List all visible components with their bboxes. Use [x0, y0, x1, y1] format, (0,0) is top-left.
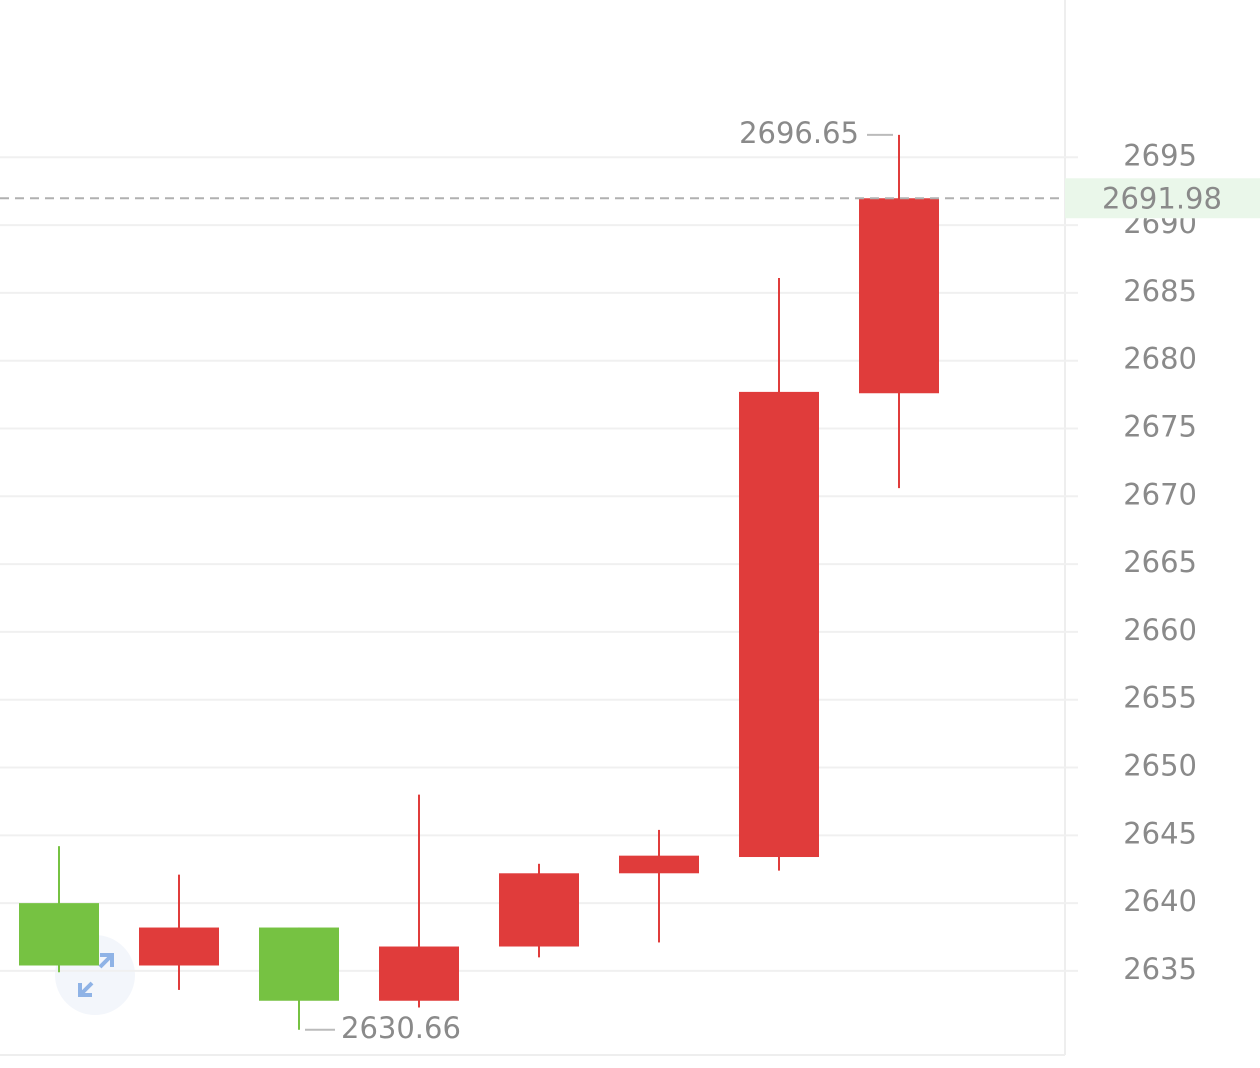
candle-body — [259, 927, 339, 1001]
y-tick-label: 2695 — [1123, 138, 1197, 172]
candle-body — [139, 927, 219, 966]
y-tick-label: 2655 — [1123, 681, 1197, 715]
y-tick-label: 2640 — [1123, 884, 1197, 918]
y-tick-label: 2660 — [1123, 613, 1197, 647]
y-tick-label: 2645 — [1123, 816, 1197, 850]
candle-body — [619, 855, 699, 874]
candle-body — [19, 903, 99, 966]
candle-body — [499, 873, 579, 947]
last-price-bg — [1065, 178, 1260, 219]
y-tick-label: 2685 — [1123, 274, 1197, 308]
candle-body — [379, 946, 459, 1001]
high-label: 2696.65 — [739, 116, 859, 150]
y-tick-label: 2670 — [1123, 477, 1197, 511]
candle-body — [859, 198, 939, 394]
y-tick-label: 2635 — [1123, 952, 1197, 986]
y-tick-label: 2650 — [1123, 749, 1197, 783]
last-price-label: 2691.98 — [1102, 181, 1222, 215]
low-label: 2630.66 — [341, 1011, 461, 1045]
y-tick-label: 2665 — [1123, 545, 1197, 579]
expand-icon — [78, 953, 114, 997]
y-tick-label: 2680 — [1123, 342, 1197, 376]
y-tick-label: 2675 — [1123, 410, 1197, 444]
candle-body — [739, 391, 819, 858]
